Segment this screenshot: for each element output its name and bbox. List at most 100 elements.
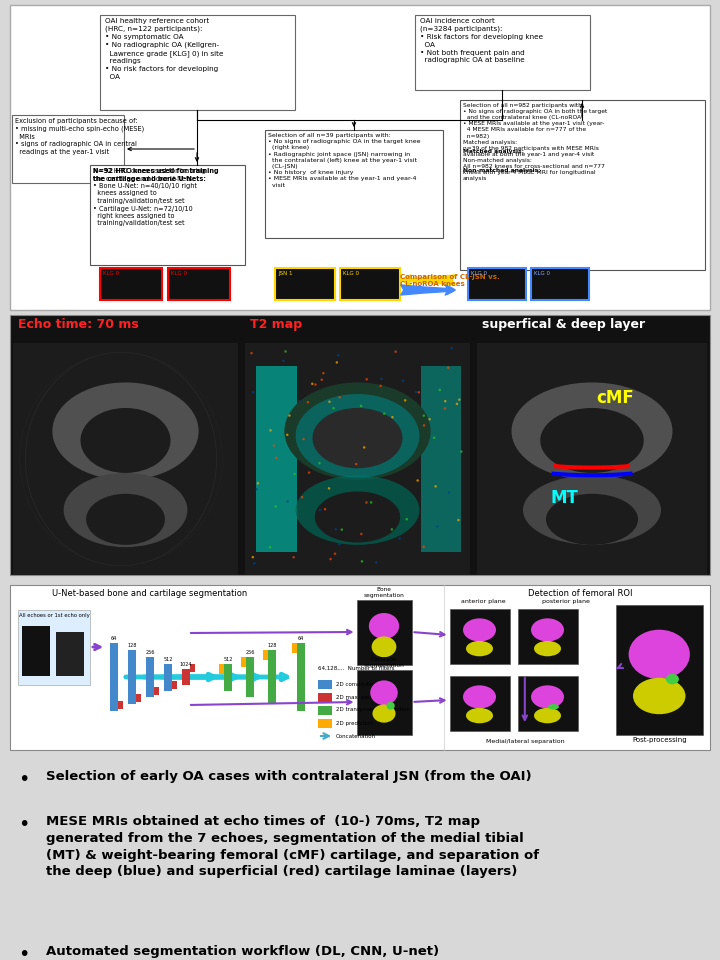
Bar: [90, 165, 245, 265]
Ellipse shape: [372, 705, 395, 723]
Bar: [318, 706, 332, 715]
Bar: [268, 650, 276, 704]
Ellipse shape: [318, 462, 320, 465]
Ellipse shape: [328, 400, 330, 403]
Bar: [356, 600, 412, 665]
Ellipse shape: [333, 407, 335, 410]
Bar: [172, 681, 177, 689]
Ellipse shape: [335, 528, 337, 531]
Ellipse shape: [444, 407, 446, 410]
Ellipse shape: [666, 674, 679, 684]
Ellipse shape: [434, 485, 437, 488]
Ellipse shape: [387, 702, 395, 709]
Ellipse shape: [391, 416, 394, 419]
Bar: [297, 643, 305, 711]
Ellipse shape: [458, 398, 461, 401]
Ellipse shape: [629, 630, 690, 679]
Text: Cartilage
segmentation: Cartilage segmentation: [364, 658, 405, 668]
Text: Post-processing: Post-processing: [632, 737, 687, 743]
Bar: [110, 643, 118, 711]
Text: Matched analysis:: Matched analysis:: [463, 149, 524, 154]
Bar: [56, 632, 84, 676]
Bar: [246, 657, 254, 697]
Text: MT: MT: [551, 490, 578, 507]
Ellipse shape: [312, 408, 402, 468]
Text: 512: 512: [223, 657, 233, 662]
Text: Selection of early OA cases with contralateral JSN (from the OAI): Selection of early OA cases with contral…: [46, 770, 531, 783]
Ellipse shape: [375, 561, 377, 564]
Ellipse shape: [269, 429, 271, 432]
Text: 2D transposed convolution: 2D transposed convolution: [336, 708, 410, 712]
Ellipse shape: [251, 352, 253, 354]
Ellipse shape: [448, 492, 451, 493]
Text: Concatenation: Concatenation: [336, 733, 376, 738]
Bar: [18, 610, 90, 685]
Ellipse shape: [405, 518, 408, 520]
Bar: [265, 130, 443, 238]
Ellipse shape: [288, 415, 291, 417]
Text: KLG 0: KLG 0: [343, 271, 359, 276]
Ellipse shape: [63, 473, 187, 547]
Ellipse shape: [447, 367, 449, 369]
Text: •: •: [18, 945, 30, 960]
Ellipse shape: [336, 361, 338, 364]
Ellipse shape: [379, 385, 382, 387]
Text: superfical & deep layer: superfical & deep layer: [482, 318, 645, 331]
Text: posterior plane: posterior plane: [542, 599, 590, 604]
Ellipse shape: [284, 350, 287, 352]
Bar: [136, 694, 141, 702]
Ellipse shape: [294, 472, 296, 475]
Text: Selection of all n=39 participants with:
• No signs of radiographic OA in the ta: Selection of all n=39 participants with:…: [268, 133, 420, 187]
Ellipse shape: [423, 415, 425, 417]
Ellipse shape: [341, 528, 343, 531]
Text: KLG 0: KLG 0: [534, 271, 550, 276]
Ellipse shape: [314, 383, 317, 386]
Ellipse shape: [301, 496, 303, 498]
Ellipse shape: [457, 518, 459, 521]
Ellipse shape: [444, 400, 446, 402]
Text: 2D max. pooling: 2D max. pooling: [336, 694, 382, 700]
Bar: [146, 657, 154, 697]
Bar: [100, 268, 162, 300]
Ellipse shape: [404, 399, 406, 401]
Ellipse shape: [531, 618, 564, 641]
Bar: [468, 268, 526, 300]
Ellipse shape: [369, 613, 399, 639]
Ellipse shape: [308, 471, 310, 474]
Bar: [128, 650, 136, 704]
Ellipse shape: [370, 681, 397, 705]
Ellipse shape: [282, 360, 285, 362]
Ellipse shape: [275, 457, 277, 459]
Text: 128: 128: [267, 643, 276, 648]
Text: U-Net-based bone and cartilage segmentation: U-Net-based bone and cartilage segmentat…: [53, 589, 248, 598]
Ellipse shape: [320, 378, 323, 381]
Bar: [10, 585, 710, 750]
Ellipse shape: [273, 444, 275, 446]
Ellipse shape: [322, 372, 325, 374]
Text: Comparison of CL-JSN vs.
CL-noROA knees: Comparison of CL-JSN vs. CL-noROA knees: [400, 274, 500, 287]
Ellipse shape: [546, 493, 638, 545]
Bar: [518, 609, 577, 664]
Ellipse shape: [416, 479, 419, 482]
Ellipse shape: [423, 545, 425, 548]
Bar: [13, 343, 238, 575]
Text: Non-matched analysis:: Non-matched analysis:: [463, 168, 541, 173]
Text: MESE MRIs obtained at echo times of  (10-) 70ms, T2 map
generated from the 7 ech: MESE MRIs obtained at echo times of (10-…: [46, 815, 539, 878]
Bar: [275, 268, 335, 300]
Bar: [318, 680, 332, 689]
Ellipse shape: [329, 558, 332, 561]
Text: KLG 0: KLG 0: [171, 271, 187, 276]
Ellipse shape: [298, 400, 301, 403]
Text: •: •: [18, 815, 30, 834]
Bar: [224, 664, 232, 691]
Ellipse shape: [418, 391, 420, 394]
Ellipse shape: [383, 413, 385, 415]
Ellipse shape: [251, 556, 254, 559]
Ellipse shape: [292, 556, 295, 559]
Ellipse shape: [456, 402, 458, 405]
Ellipse shape: [269, 546, 271, 548]
Ellipse shape: [296, 394, 419, 477]
Ellipse shape: [451, 347, 453, 349]
Ellipse shape: [433, 437, 436, 439]
Text: 128: 128: [127, 643, 137, 648]
